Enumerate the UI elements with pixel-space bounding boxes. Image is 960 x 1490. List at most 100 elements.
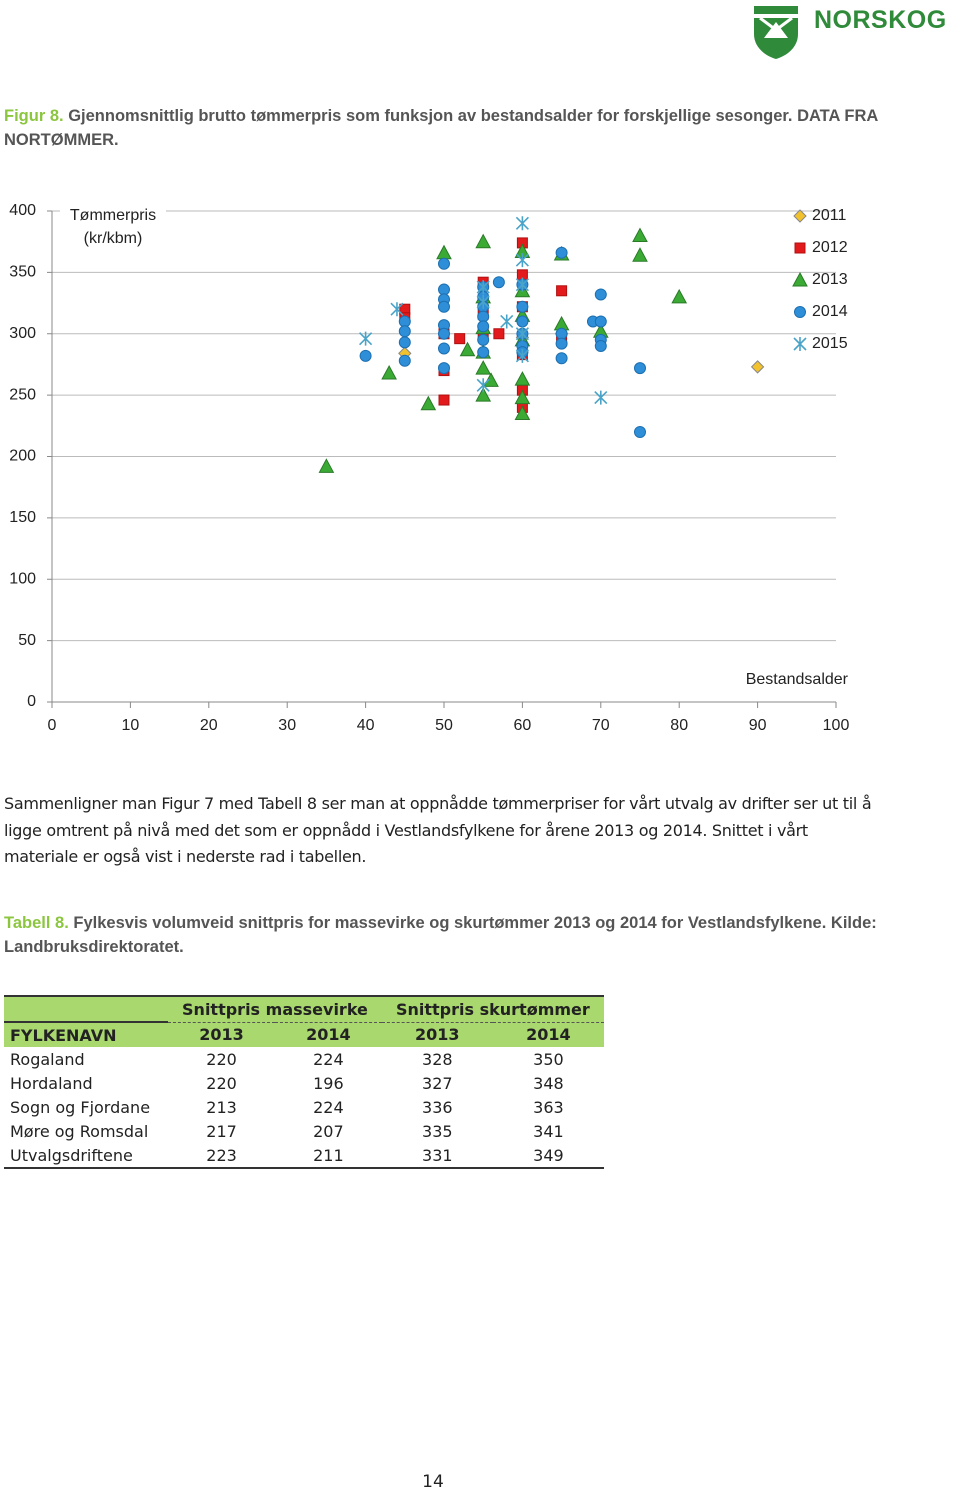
x-tick-label: 0	[48, 717, 57, 734]
x-tick-label: 70	[592, 717, 610, 734]
logo: NORSKOG	[752, 4, 960, 60]
point	[438, 362, 450, 375]
legend-marker	[794, 306, 806, 318]
point	[438, 394, 450, 406]
point	[594, 288, 607, 301]
point	[398, 325, 411, 338]
y-tick-label: 50	[18, 632, 36, 649]
point	[594, 315, 607, 328]
table-cell: 224	[313, 1049, 344, 1069]
point	[390, 302, 404, 317]
row-header: Utvalgsdriftene	[4, 1143, 169, 1169]
point	[555, 337, 568, 350]
legend-label: 2012	[812, 239, 848, 256]
point	[476, 378, 490, 393]
table-cell: 327	[422, 1073, 453, 1093]
caption-label: Figur 8.	[4, 107, 64, 125]
point	[438, 300, 450, 313]
column-header: 2013	[168, 1022, 275, 1047]
page-number: 14	[422, 1472, 444, 1490]
y-tick-label: 200	[9, 448, 36, 465]
point	[381, 364, 397, 380]
header-cell	[4, 995, 169, 1023]
point	[632, 227, 648, 243]
point	[454, 333, 466, 345]
point	[476, 280, 490, 295]
table-cell: 328	[422, 1049, 453, 1069]
caption-text: Gjennomsnittlig brutto tømmerpris som fu…	[4, 107, 878, 149]
table-group-row: Snittpris massevirke Snittpris skurtømme…	[4, 995, 604, 1023]
legend-label: 2015	[812, 335, 848, 352]
y-tick-label: 0	[27, 693, 36, 710]
point	[318, 458, 335, 473]
row-header: Sogn og Fjordane	[10, 1097, 151, 1117]
point	[493, 328, 505, 340]
point	[476, 294, 490, 309]
point	[492, 276, 505, 289]
y-tick-label: 100	[9, 570, 36, 587]
legend-label: 2013	[812, 271, 848, 288]
x-tick-label: 60	[514, 717, 532, 734]
caption-label: Tabell 8.	[4, 914, 69, 932]
point	[483, 372, 499, 387]
point	[477, 346, 490, 359]
legend-marker	[793, 209, 807, 223]
point	[398, 336, 411, 349]
point	[438, 257, 450, 270]
legend-label: 2011	[812, 207, 847, 224]
table-row: Sogn og Fjordane 213 224 336 363	[4, 1095, 604, 1119]
table-cell: 220	[206, 1049, 237, 1069]
point	[516, 315, 529, 328]
point	[438, 327, 450, 340]
table-caption: Tabell 8. Fylkesvis volumveid snittpris …	[4, 911, 904, 959]
column-header: 2014	[274, 1022, 382, 1047]
column-header: 2013	[381, 1022, 493, 1047]
table-header-row: FYLKENAVN 2013 2014 2013 2014	[4, 1022, 604, 1047]
point	[438, 342, 450, 355]
point	[634, 362, 646, 375]
y-tick-label: 400	[9, 202, 36, 219]
legend-marker	[792, 271, 808, 287]
point	[555, 352, 568, 365]
table-cell: 336	[422, 1097, 453, 1117]
table-row: Møre og Romsdal 217 207 335 341	[4, 1119, 604, 1143]
point	[634, 425, 646, 438]
point	[516, 300, 529, 313]
x-tick-label: 80	[670, 717, 688, 734]
table-cell: 349	[492, 1143, 604, 1169]
point	[514, 389, 531, 405]
point	[594, 340, 607, 353]
point	[632, 247, 648, 262]
y-tick-label: 150	[9, 509, 36, 526]
table-cell: 348	[533, 1073, 564, 1093]
point	[515, 277, 529, 292]
point	[475, 387, 492, 402]
table-cell: 207	[313, 1121, 344, 1141]
x-tick-label: 30	[278, 717, 296, 734]
row-header: Hordaland	[10, 1073, 93, 1093]
point	[514, 405, 531, 421]
point	[398, 354, 411, 367]
table-row: Utvalgsdriftene 223 211 331 349	[4, 1143, 604, 1169]
table-row: Rogaland 220 224 328 350	[4, 1047, 604, 1071]
point	[514, 371, 531, 386]
point	[555, 246, 568, 259]
table-cell: 350	[533, 1049, 564, 1069]
x-tick-label: 10	[122, 717, 140, 734]
row-header: Møre og Romsdal	[10, 1121, 149, 1141]
point	[420, 395, 437, 411]
point	[359, 349, 372, 362]
point	[594, 390, 608, 405]
table-cell: 341	[533, 1121, 564, 1141]
chart: 0 50 100 150 200 250 300 350 400 0 10 20 30 40 50 60 70 8…	[9, 202, 849, 734]
point	[475, 360, 492, 375]
row-header: Rogaland	[10, 1049, 85, 1069]
x-axis-label: Bestandsalder	[746, 671, 849, 688]
logo-icon	[754, 6, 798, 59]
y-axis-label: Tømmerpris (kr/kbm)	[60, 204, 166, 250]
point	[515, 326, 529, 341]
table-cell: 213	[206, 1097, 237, 1117]
point	[500, 314, 514, 329]
point	[515, 216, 529, 231]
